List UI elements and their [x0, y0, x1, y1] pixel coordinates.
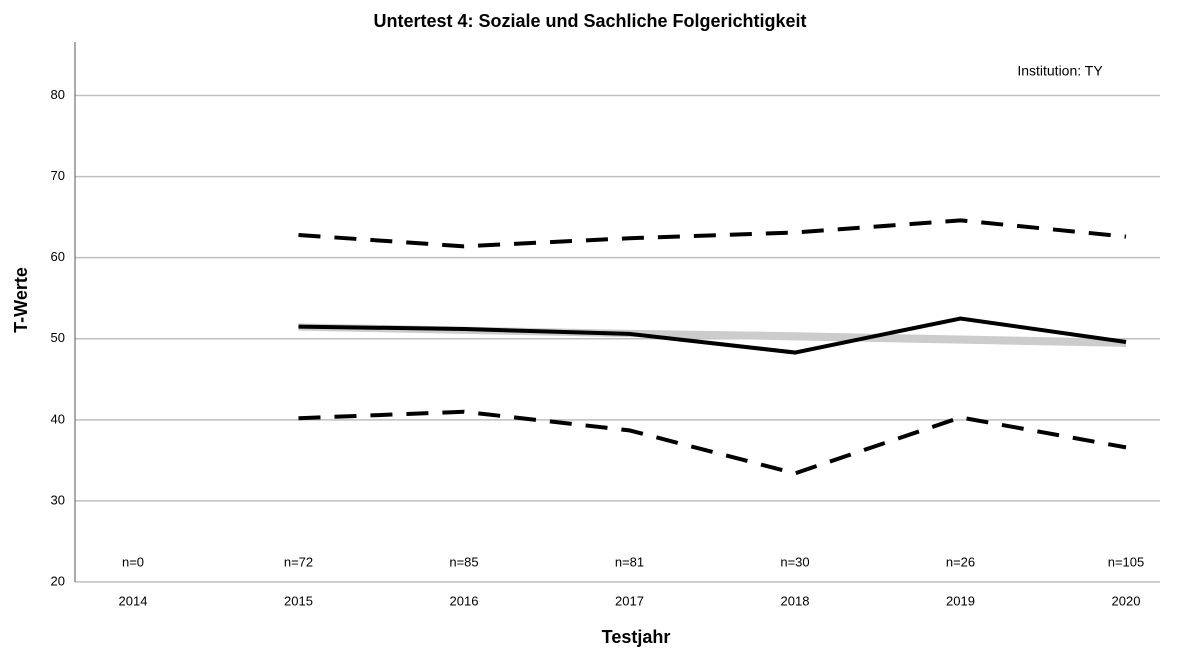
x-tick-label: 2014	[119, 593, 148, 608]
line	[298, 409, 1127, 476]
line	[298, 218, 1127, 249]
n-label: n=81	[615, 554, 644, 569]
y-tick-label: 30	[51, 492, 65, 507]
y-axis-title: T-Werte	[11, 267, 31, 333]
n-label: n=85	[449, 554, 478, 569]
n-label: n=72	[284, 554, 313, 569]
y-tick-label: 20	[51, 573, 65, 588]
y-tick-label: 60	[51, 249, 65, 264]
x-tick-label: 2019	[946, 593, 975, 608]
line	[298, 316, 1127, 355]
y-tick-label: 40	[51, 411, 65, 426]
n-label: n=105	[1108, 554, 1145, 569]
y-tick-label: 50	[51, 330, 65, 345]
x-tick-label: 2018	[781, 593, 810, 608]
x-tick-label: 2017	[615, 593, 644, 608]
y-tick-label: 70	[51, 168, 65, 183]
chart-title: Untertest 4: Soziale und Sachliche Folge…	[373, 11, 806, 31]
y-tick-label: 80	[51, 87, 65, 102]
n-label: n=30	[780, 554, 809, 569]
x-tick-label: 2016	[450, 593, 479, 608]
n-label: n=26	[946, 554, 975, 569]
x-tick-label: 2015	[284, 593, 313, 608]
annotation: Institution: TY	[1017, 63, 1103, 79]
n-label: n=0	[122, 554, 144, 569]
x-tick-label: 2020	[1112, 593, 1141, 608]
x-axis-title: Testjahr	[602, 627, 671, 647]
